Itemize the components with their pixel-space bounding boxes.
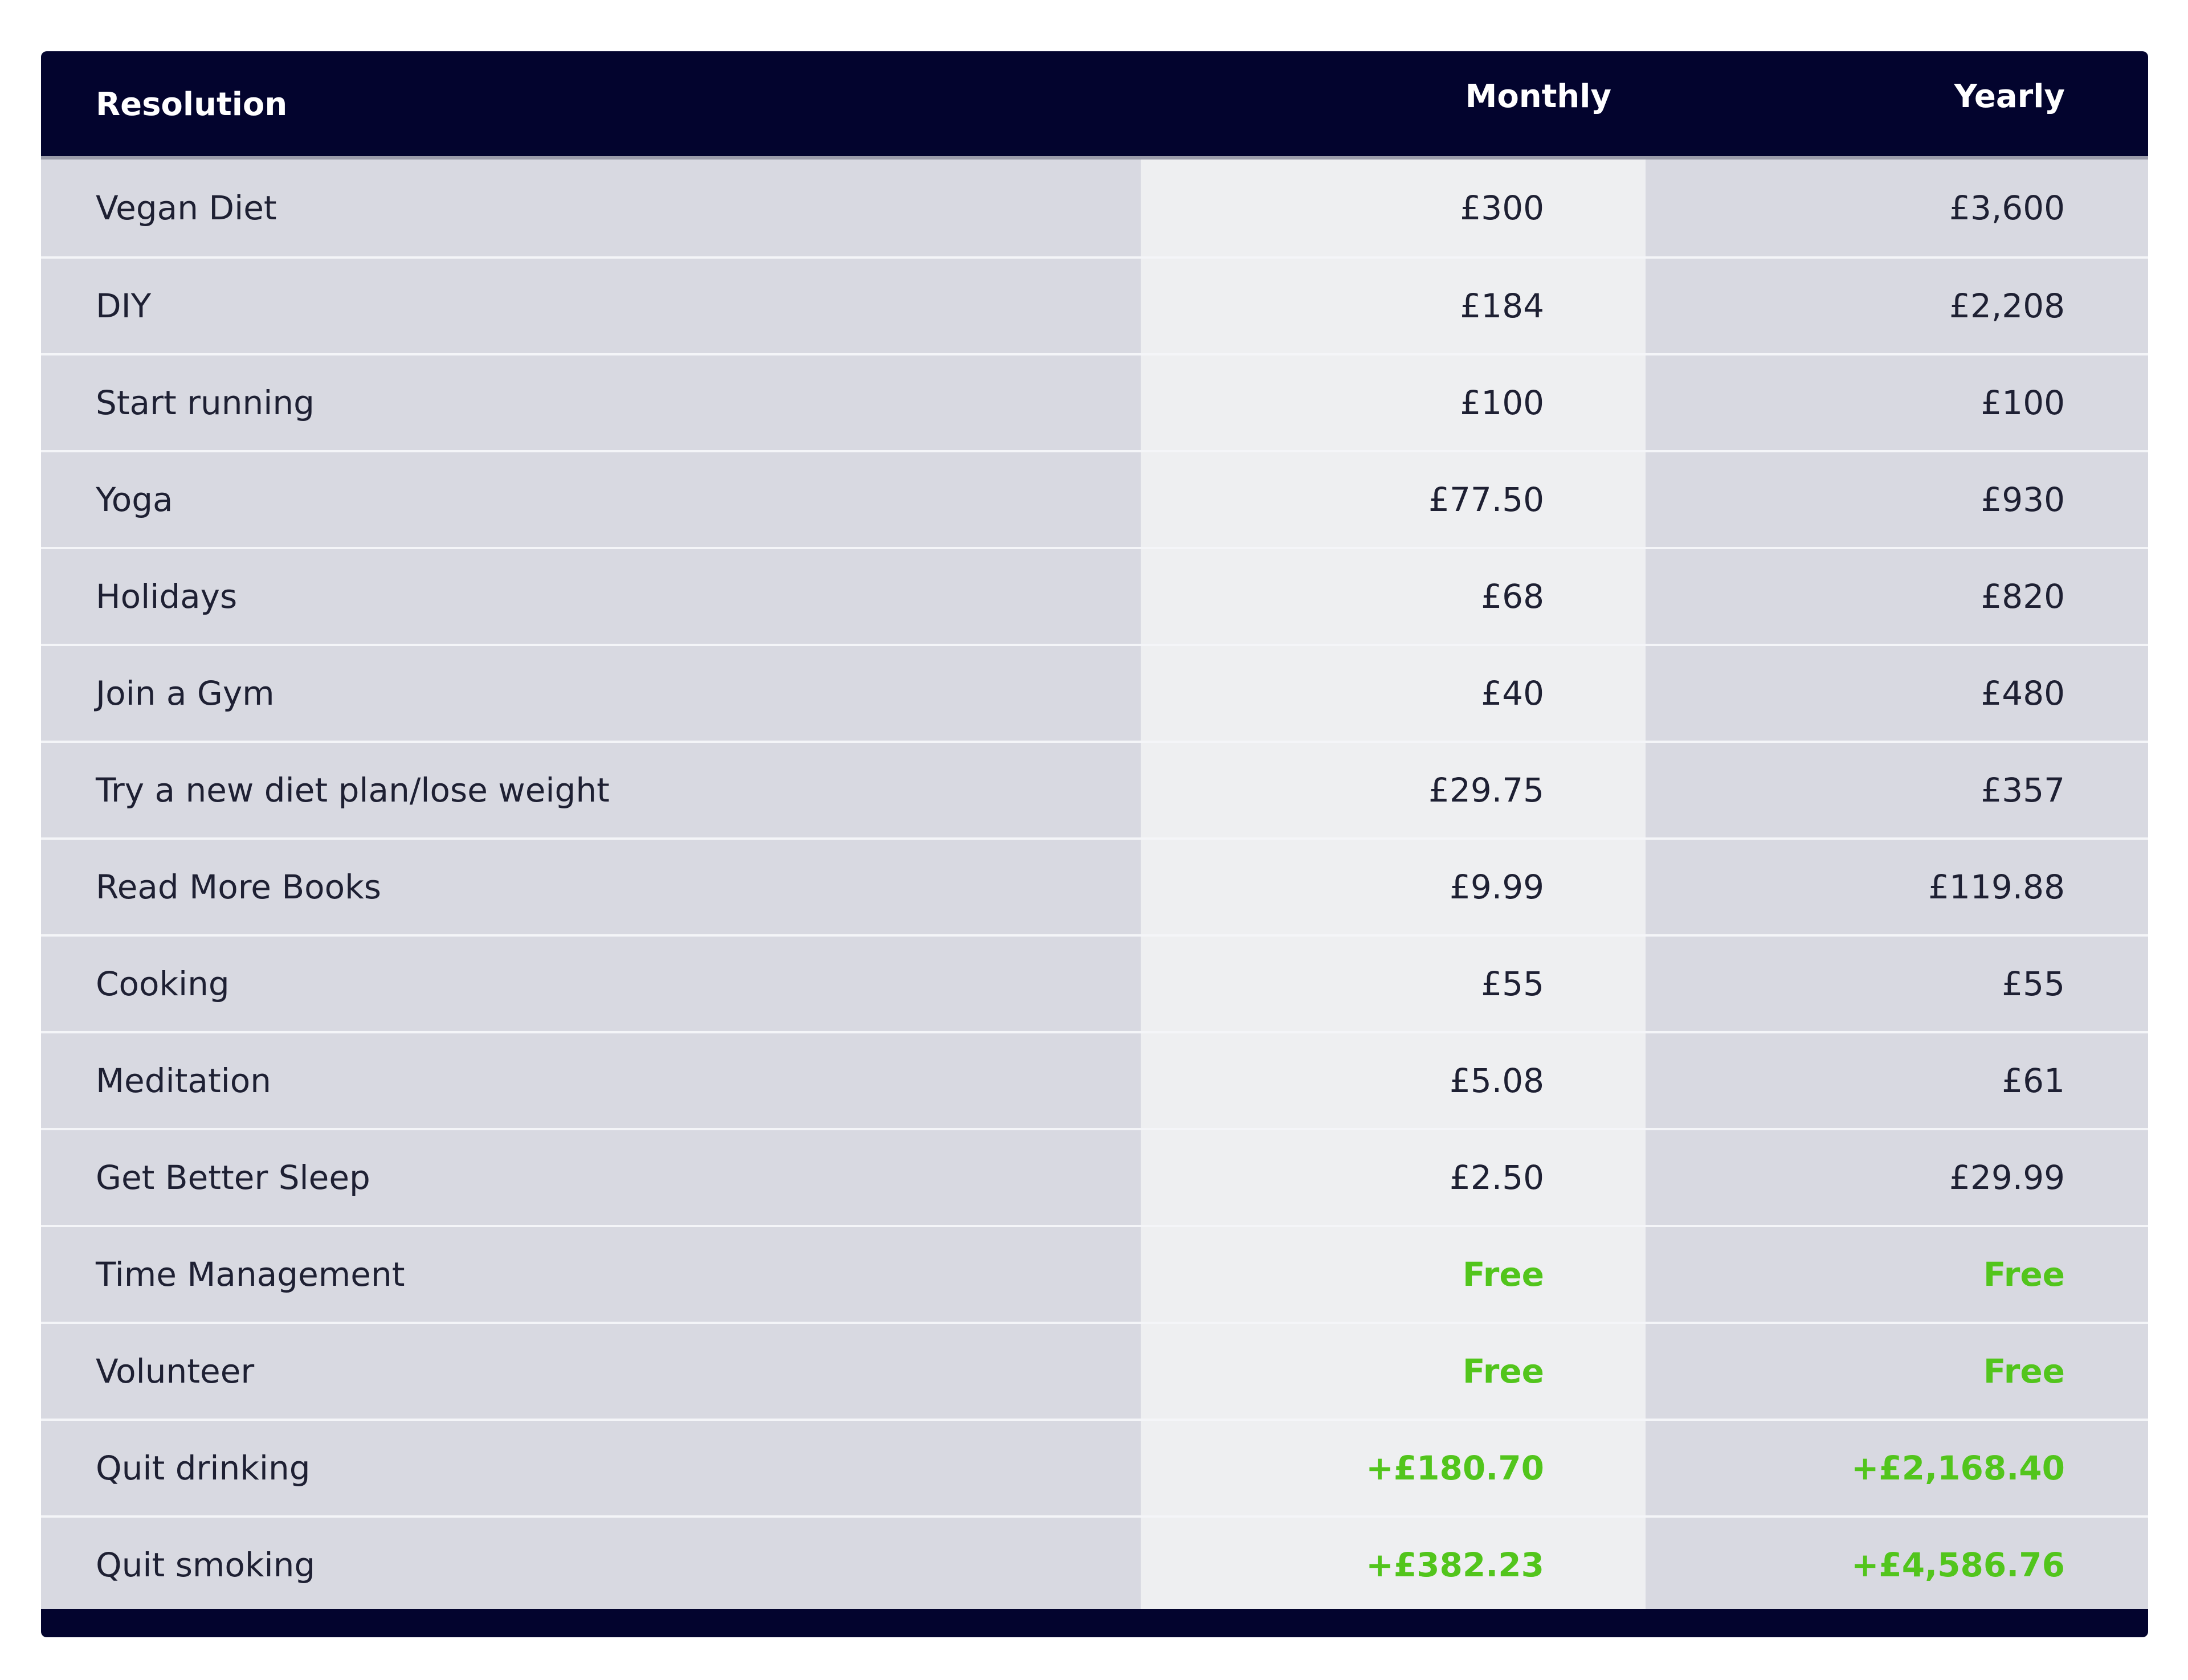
table-row: Vegan Diet £300 £3,600 bbox=[41, 160, 2148, 256]
table-row: Try a new diet plan/lose weight £29.75 £35… bbox=[41, 741, 2148, 837]
cell-monthly: £55 bbox=[1481, 964, 1544, 1003]
table-row: Holidays £68 £820 bbox=[41, 547, 2148, 644]
cell-resolution: Get Better Sleep bbox=[96, 1158, 370, 1197]
cell-yearly: Free bbox=[1983, 1352, 2065, 1391]
cell-resolution: Read More Books bbox=[96, 868, 381, 906]
cell-monthly: £5.08 bbox=[1449, 1061, 1544, 1100]
table-row: Quit drinking +£180.70 +£2,168.40 bbox=[41, 1419, 2148, 1515]
table-body: Vegan Diet £300 £3,600 DIY £184 £2,208 Start r… bbox=[41, 160, 2148, 1609]
cell-yearly: £480 bbox=[1981, 674, 2065, 713]
table-footer-bar bbox=[41, 1609, 2148, 1637]
table-row: Quit smoking +£382.23 +£4,586.76 bbox=[41, 1515, 2148, 1612]
cell-monthly: £184 bbox=[1460, 287, 1544, 325]
cell-monthly: £40 bbox=[1481, 674, 1544, 713]
cell-resolution: Quit smoking bbox=[96, 1546, 316, 1584]
table-row: Time Management Free Free bbox=[41, 1225, 2148, 1322]
cell-yearly: £357 bbox=[1981, 771, 2065, 810]
table-row: Meditation £5.08 £61 bbox=[41, 1031, 2148, 1128]
table-row: Join a Gym £40 £480 bbox=[41, 644, 2148, 741]
cell-yearly: £820 bbox=[1981, 577, 2065, 616]
cell-monthly: Free bbox=[1462, 1255, 1544, 1294]
cell-resolution: Join a Gym bbox=[96, 674, 275, 713]
cell-resolution: Quit drinking bbox=[96, 1449, 311, 1487]
cell-yearly: £61 bbox=[2002, 1061, 2065, 1100]
monthly-column-band bbox=[1141, 160, 1646, 1609]
table-row: Get Better Sleep £2.50 £29.99 bbox=[41, 1128, 2148, 1225]
cell-monthly: £2.50 bbox=[1449, 1158, 1544, 1197]
table-row: DIY £184 £2,208 bbox=[41, 256, 2148, 353]
cell-resolution: Try a new diet plan/lose weight bbox=[96, 771, 610, 810]
cell-monthly: £29.75 bbox=[1428, 771, 1544, 810]
cell-monthly: +£382.23 bbox=[1366, 1546, 1544, 1584]
cell-monthly: +£180.70 bbox=[1366, 1449, 1544, 1487]
cell-resolution: DIY bbox=[96, 287, 152, 325]
cell-resolution: Meditation bbox=[96, 1061, 272, 1100]
cell-monthly: £68 bbox=[1481, 577, 1544, 616]
cell-yearly: £3,600 bbox=[1949, 189, 2065, 227]
cell-monthly: £100 bbox=[1460, 383, 1544, 422]
cell-resolution: Start running bbox=[96, 383, 315, 422]
cell-monthly: Free bbox=[1462, 1352, 1544, 1391]
resolution-cost-table: Resolution Monthly Yearly Vegan Diet £300… bbox=[41, 51, 2148, 1637]
header-monthly: Monthly bbox=[1465, 78, 1611, 115]
header-yearly: Yearly bbox=[1954, 78, 2065, 115]
cell-yearly: £2,208 bbox=[1949, 287, 2065, 325]
cell-monthly: £300 bbox=[1460, 189, 1544, 227]
cell-resolution: Time Management bbox=[96, 1255, 405, 1294]
cell-yearly: £29.99 bbox=[1949, 1158, 2065, 1197]
cell-yearly: Free bbox=[1983, 1255, 2065, 1294]
cell-yearly: £55 bbox=[2002, 964, 2065, 1003]
cell-resolution: Volunteer bbox=[96, 1352, 255, 1391]
cell-monthly: £77.50 bbox=[1428, 480, 1544, 519]
table-row: Start running £100 £100 bbox=[41, 353, 2148, 450]
cell-yearly: +£2,168.40 bbox=[1851, 1449, 2065, 1487]
cell-resolution: Holidays bbox=[96, 577, 238, 616]
table-row: Volunteer Free Free bbox=[41, 1322, 2148, 1419]
header-resolution: Resolution bbox=[96, 86, 288, 123]
table-row: Yoga £77.50 £930 bbox=[41, 450, 2148, 547]
cell-yearly: +£4,586.76 bbox=[1851, 1546, 2065, 1584]
cell-resolution: Cooking bbox=[96, 964, 230, 1003]
cell-resolution: Vegan Diet bbox=[96, 189, 277, 227]
cell-yearly: £100 bbox=[1981, 383, 2065, 422]
cell-resolution: Yoga bbox=[96, 480, 173, 519]
cell-monthly: £9.99 bbox=[1449, 868, 1544, 906]
cell-yearly: £119.88 bbox=[1928, 868, 2065, 906]
table-row: Cooking £55 £55 bbox=[41, 934, 2148, 1031]
table-row: Read More Books £9.99 £119.88 bbox=[41, 837, 2148, 934]
table-header: Resolution Monthly Yearly bbox=[41, 51, 2148, 160]
cell-yearly: £930 bbox=[1981, 480, 2065, 519]
